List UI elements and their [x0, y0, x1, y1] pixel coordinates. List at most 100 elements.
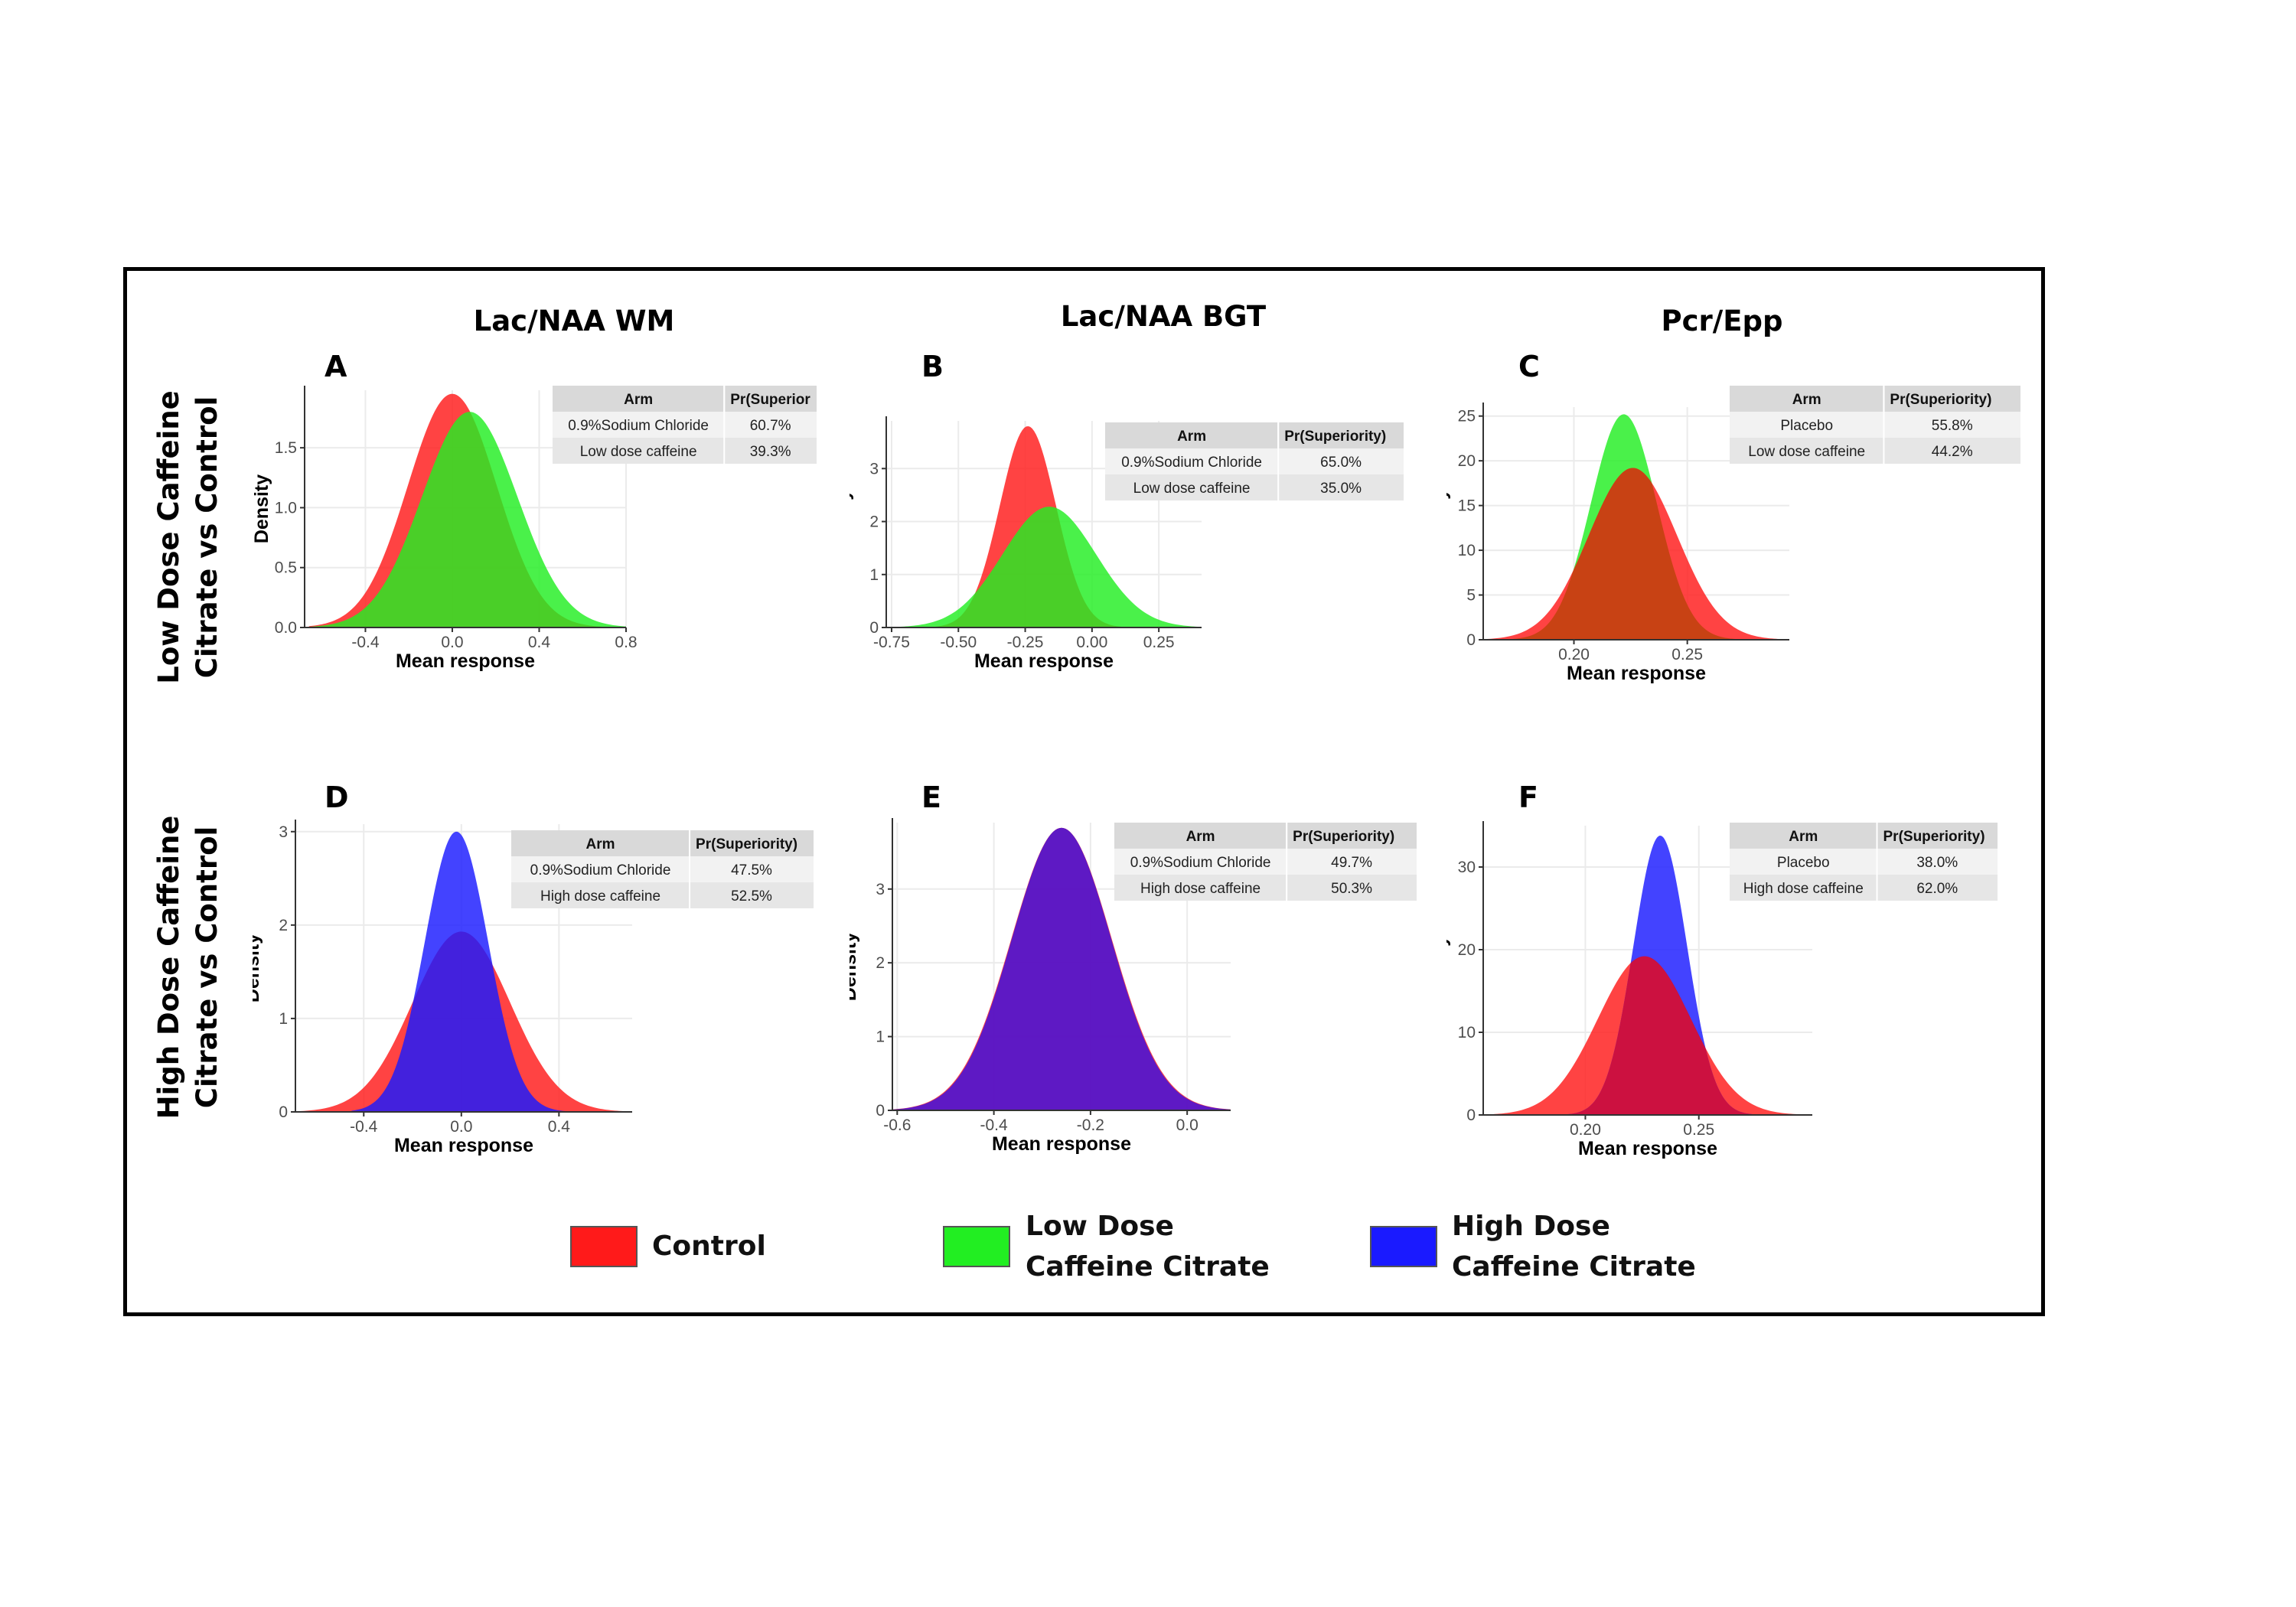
y-tick-label: 20: [1458, 452, 1476, 470]
table-row: [553, 438, 817, 464]
y-tick-label: 3: [869, 460, 879, 478]
x-tick-label: -0.50: [940, 634, 977, 651]
density-area-series-2: [886, 507, 1202, 627]
legend-label-high-dose: High Dose Caffeine Citrate: [1452, 1211, 1696, 1283]
x-axis-label: Mean response: [396, 650, 535, 672]
table-header-bg: [1730, 823, 1998, 849]
panel-d: D -0.4 0.0 0.4 0 1 2 3 Mean response Density Arm Pr…: [253, 781, 814, 1156]
figure-frame: [123, 267, 2045, 1316]
y-axis-label: Density: [850, 932, 860, 1001]
table-cell-probability: 47.5%: [731, 862, 772, 878]
table-row: [1730, 438, 2020, 464]
table-cell-arm: Placebo: [1780, 418, 1833, 434]
x-tick-label: 0.0: [450, 1118, 472, 1136]
table-cell-probability: 62.0%: [1916, 881, 1958, 897]
table-header-bg: [511, 830, 814, 856]
x-tick-label: 0.25: [1683, 1121, 1714, 1139]
y-tick-label: 0: [1466, 631, 1476, 649]
table-cell-probability: 65.0%: [1320, 455, 1362, 471]
y-tick-label: 15: [1458, 497, 1476, 515]
table-row: [511, 856, 814, 882]
x-axis-label: Mean response: [992, 1133, 1131, 1155]
table-cell-probability: 55.8%: [1932, 418, 1973, 434]
superiority-table: Arm Pr(Superiority) Placebo 55.8% Low dose c…: [1730, 386, 2020, 464]
x-tick-label: 0.4: [548, 1118, 571, 1136]
y-tick-label: 0: [279, 1103, 288, 1121]
y-axis-label: Density: [253, 934, 263, 1002]
y-tick-label: 1: [279, 1010, 288, 1028]
panel-a: A -0.4 0.0 0.4 0.8 0.0 0.5 1.0 1.5 Mean response D…: [253, 350, 817, 672]
table-cell-probability: 49.7%: [1331, 855, 1372, 871]
x-tick-label: -0.6: [883, 1116, 911, 1134]
x-axis-label: Mean response: [974, 650, 1114, 672]
y-tick-label: 2: [869, 513, 879, 531]
y-tick-label: 1: [869, 566, 879, 584]
density-area-series-2: [351, 831, 572, 1112]
panel-e: E -0.6 -0.4 -0.2 0.0 0 1 2 3 Mean response Density…: [850, 781, 1417, 1155]
x-tick-label: -0.4: [350, 1118, 378, 1136]
y-tick-label: 10: [1458, 542, 1476, 559]
table-cell-arm: Low dose caffeine: [580, 444, 697, 460]
table-header-superiority: Pr(Superiority): [1284, 429, 1386, 445]
x-tick-label: -0.75: [873, 634, 910, 651]
panel-f: F 0.20 0.25 0 10 20 30 Mean response Density Arm P…: [1446, 781, 1998, 1159]
panel-letter: C: [1518, 350, 1540, 383]
y-tick-label: 0.5: [275, 559, 297, 577]
x-tick-label: 0.0: [441, 634, 463, 651]
y-tick-label: 1.0: [275, 499, 297, 517]
density-overlap: [1562, 956, 1767, 1115]
x-tick-label: -0.25: [1007, 634, 1044, 651]
table-cell-arm: 0.9%Sodium Chloride: [1121, 455, 1262, 471]
y-axis-label: Density: [1446, 489, 1451, 558]
table-header-arm: Arm: [1789, 829, 1818, 845]
column-title-lac-naa-bgt: Lac/NAA BGT: [1060, 300, 1267, 333]
table-cell-probability: 35.0%: [1320, 481, 1362, 497]
table-header-bg: [1105, 422, 1404, 448]
superiority-table: Arm Pr(Superior 0.9%Sodium Chloride 60.7% Lo…: [553, 386, 817, 464]
superiority-table: Arm Pr(Superiority) Placebo 38.0% High dose …: [1730, 823, 1998, 901]
density-area-series-2: [308, 412, 626, 627]
table-header-arm: Arm: [624, 392, 653, 408]
table-cell-arm: Low dose caffeine: [1133, 481, 1251, 497]
table-header-bg: [1730, 386, 2020, 412]
y-axis-label: Density: [253, 474, 272, 543]
table-cell-probability: 50.3%: [1331, 881, 1372, 897]
panel-letter: A: [325, 350, 347, 383]
x-tick-label: 0.00: [1076, 634, 1107, 651]
table-header-superiority: Pr(Superior: [730, 392, 810, 408]
panel-letter: D: [325, 781, 349, 814]
x-axis-label: Mean response: [1578, 1138, 1717, 1159]
x-tick-label: 0.20: [1570, 1121, 1601, 1139]
y-axis-label: Density: [850, 490, 854, 559]
y-tick-label: 1: [876, 1028, 885, 1046]
density-overlap: [1505, 468, 1756, 640]
table-row: [1114, 849, 1417, 875]
table-cell-probability: 52.5%: [731, 888, 772, 905]
table-cell-probability: 39.3%: [750, 444, 791, 460]
table-cell-arm: High dose caffeine: [1743, 881, 1864, 897]
x-tick-label: -0.2: [1077, 1116, 1104, 1134]
y-tick-label: 25: [1458, 408, 1476, 425]
panel-letter: F: [1518, 781, 1538, 814]
table-header-arm: Arm: [586, 836, 615, 852]
table-row: [553, 412, 817, 438]
y-tick-label: 3: [876, 881, 885, 898]
table-cell-arm: 0.9%Sodium Chloride: [530, 862, 671, 878]
table-header-superiority: Pr(Superiority): [1293, 829, 1394, 845]
x-tick-label: 0.8: [615, 634, 637, 651]
legend-swatch-control: [570, 1226, 638, 1267]
legend-label-low-dose: Low Dose Caffeine Citrate: [1026, 1211, 1270, 1283]
table-header-bg: [1114, 823, 1417, 849]
table-header-arm: Arm: [1792, 392, 1821, 408]
table-header-arm: Arm: [1186, 829, 1215, 845]
table-cell-arm: Low dose caffeine: [1748, 444, 1865, 460]
column-title-pcr-epp: Pcr/Epp: [1661, 305, 1783, 337]
table-header-arm: Arm: [1177, 429, 1206, 445]
table-header-bg: [553, 386, 817, 412]
column-title-lac-naa-wm: Lac/NAA WM: [473, 305, 675, 337]
row-label-low-dose: Low Dose Caffeine Citrate vs Control: [152, 390, 223, 684]
x-tick-label: 0.0: [1176, 1116, 1199, 1134]
x-tick-label: -0.4: [351, 634, 380, 651]
y-tick-label: 2: [876, 954, 885, 972]
table-cell-probability: 60.7%: [750, 418, 791, 434]
